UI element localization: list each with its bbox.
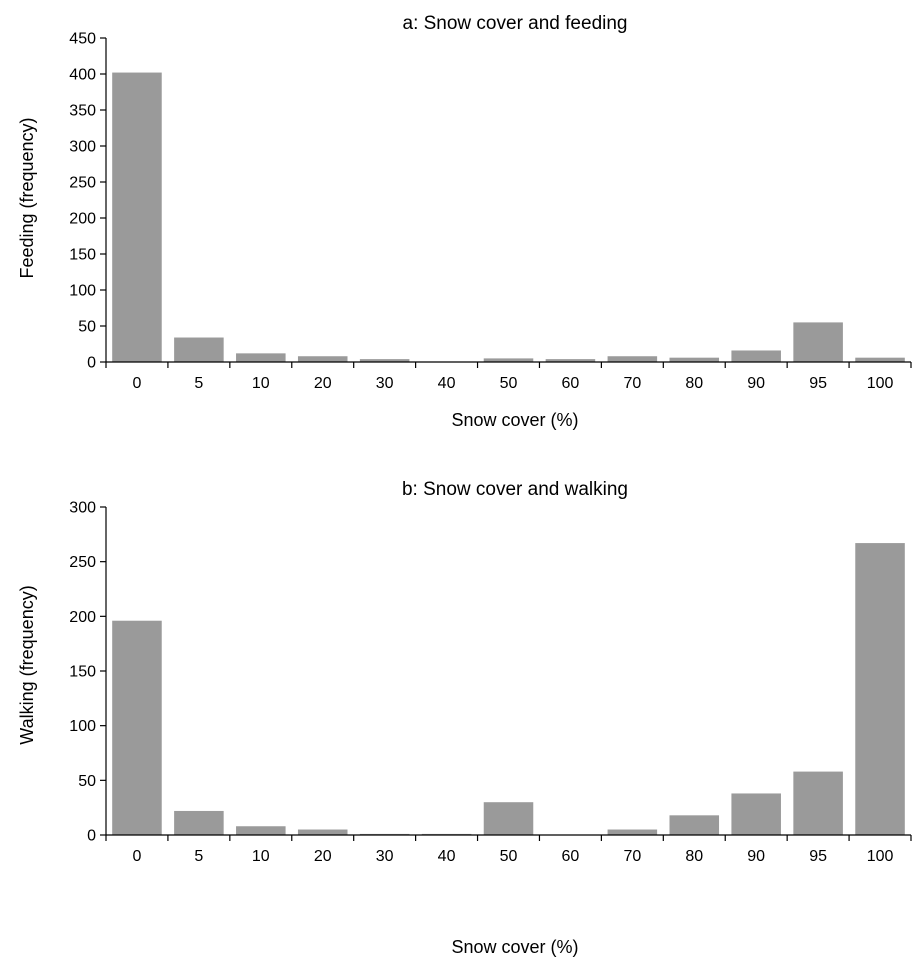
y-tick-label: 100 <box>69 718 96 735</box>
bar <box>793 322 843 362</box>
bar <box>855 357 905 362</box>
bar <box>669 815 720 835</box>
bar <box>793 771 843 835</box>
x-tick-label: 90 <box>747 375 765 392</box>
bar <box>483 358 534 362</box>
chart-title: a: Snow cover and feeding <box>403 13 628 34</box>
y-tick-label: 450 <box>69 31 96 48</box>
x-tick-label: 30 <box>376 375 394 392</box>
x-tick-label: 95 <box>809 848 827 865</box>
bar <box>483 802 534 835</box>
y-tick-label: 100 <box>69 283 96 300</box>
x-tick-label: 20 <box>314 375 332 392</box>
x-tick-label: 0 <box>133 848 142 865</box>
bar <box>236 826 286 835</box>
bar <box>297 356 348 362</box>
x-tick-label: 50 <box>500 848 518 865</box>
bar <box>236 353 286 362</box>
x-tick-label: 70 <box>623 848 641 865</box>
x-tick-label: 70 <box>623 375 641 392</box>
x-tick-label: 95 <box>809 375 827 392</box>
x-tick-label: 10 <box>252 848 270 865</box>
y-tick-label: 0 <box>87 828 96 845</box>
bar <box>669 357 720 362</box>
chart-panel-a: a: Snow cover and feeding Snow cover (%)… <box>17 13 912 430</box>
y-tick-label: 250 <box>69 175 96 192</box>
bar <box>855 543 905 835</box>
x-axis-label: Snow cover (%) <box>451 410 578 430</box>
y-tick-label: 150 <box>69 247 96 264</box>
bar <box>607 829 658 835</box>
bar <box>545 359 596 362</box>
y-axis-label: Walking (frequency) <box>17 585 37 744</box>
x-tick-label: 30 <box>376 848 394 865</box>
x-tick-label: 20 <box>314 848 332 865</box>
bar <box>174 337 224 362</box>
x-tick-label: 80 <box>685 848 703 865</box>
bar <box>174 810 224 835</box>
bar <box>112 620 162 835</box>
y-tick-label: 150 <box>69 664 96 681</box>
chart-panel-b: b: Snow cover and walking Snow cover (%)… <box>17 479 912 957</box>
x-tick-label: 5 <box>194 375 203 392</box>
y-tick-label: 0 <box>87 355 96 372</box>
x-tick-label: 0 <box>133 375 142 392</box>
x-tick-label: 10 <box>252 375 270 392</box>
x-tick-label: 100 <box>867 375 894 392</box>
bar <box>359 359 410 362</box>
bar <box>297 829 348 835</box>
x-tick-label: 90 <box>747 848 765 865</box>
bar <box>607 356 658 362</box>
y-tick-label: 200 <box>69 609 96 626</box>
x-tick-label: 50 <box>500 375 518 392</box>
y-axis-label: Feeding (frequency) <box>17 117 37 278</box>
bar <box>731 793 781 835</box>
x-tick-label: 60 <box>562 375 580 392</box>
x-tick-label: 60 <box>562 848 580 865</box>
y-tick-label: 400 <box>69 67 96 84</box>
y-tick-label: 300 <box>69 139 96 156</box>
x-tick-label: 80 <box>685 375 703 392</box>
y-tick-label: 300 <box>69 500 96 517</box>
y-tick-label: 350 <box>69 103 96 120</box>
x-tick-label: 5 <box>194 848 203 865</box>
chart-title: b: Snow cover and walking <box>402 479 628 500</box>
x-tick-label: 40 <box>438 375 456 392</box>
bar <box>731 350 781 362</box>
x-tick-label: 100 <box>867 848 894 865</box>
y-tick-label: 200 <box>69 211 96 228</box>
x-axis-label: Snow cover (%) <box>451 937 578 957</box>
bar <box>112 72 162 362</box>
y-tick-label: 250 <box>69 554 96 571</box>
y-tick-label: 50 <box>78 773 96 790</box>
x-tick-label: 40 <box>438 848 456 865</box>
y-tick-label: 50 <box>78 319 96 336</box>
